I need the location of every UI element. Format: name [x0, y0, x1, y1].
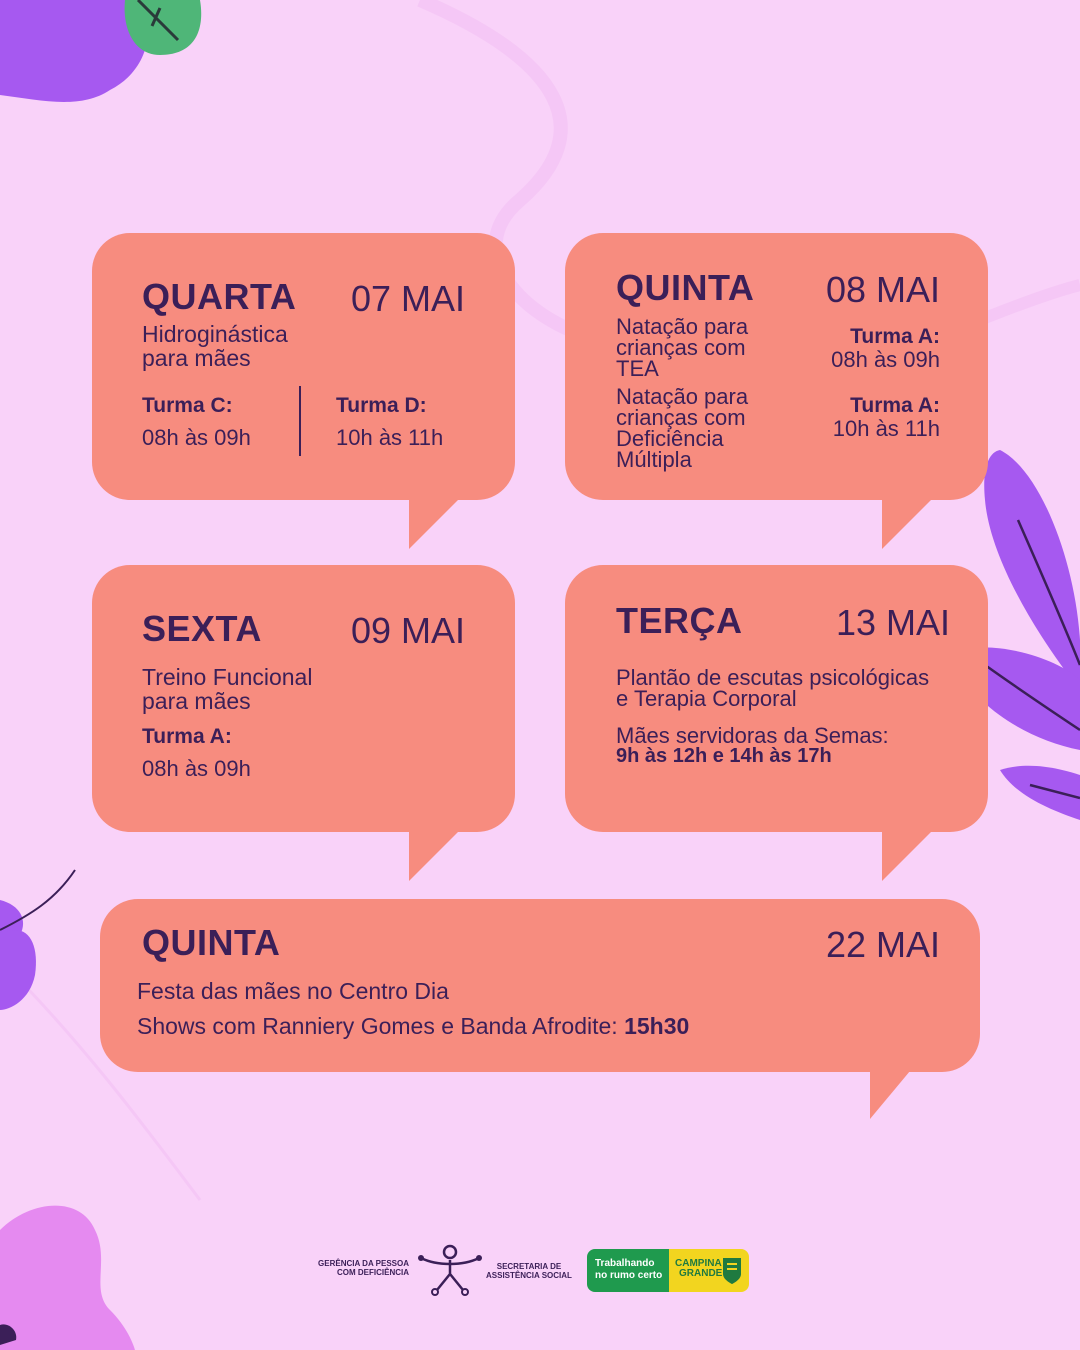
group-label: Turma A: — [850, 394, 940, 417]
activity-name: Treino Funcional para mães — [142, 664, 313, 714]
event-day: QUARTA — [142, 276, 297, 317]
event-card-terca — [565, 565, 988, 881]
city-crest-icon — [723, 1258, 741, 1284]
group-label: Turma C: — [142, 394, 233, 417]
activity-name: Plantão de escutas psicológicas e Terapia… — [616, 665, 930, 711]
leaf-icon — [958, 450, 1080, 820]
event-date: 07 MAI — [351, 278, 466, 319]
event-day: QUINTA — [616, 267, 755, 308]
leaf-icon — [124, 0, 202, 55]
event-card-quinta-22 — [100, 899, 980, 1119]
group-time: 10h às 11h — [832, 416, 940, 441]
audience-note: Mães servidoras da Semas: — [616, 723, 889, 748]
event-time: 9h às 12h e 14h às 17h — [616, 745, 832, 767]
event-day: QUINTA — [142, 922, 281, 963]
event-day: TERÇA — [616, 600, 743, 641]
event-card-quarta — [92, 233, 515, 549]
group-time: 10h às 11h — [336, 425, 444, 450]
gerencia-logo-text: GERÊNCIA DA PESSOA COM DEFICIÊNCIA — [318, 1259, 409, 1277]
event-date: 08 MAI — [826, 269, 941, 310]
flower-icon — [0, 0, 148, 102]
prefeitura-logo: Trabalhando no rumo certo CAMPINA GRANDE — [587, 1249, 749, 1292]
event-card-sexta — [92, 565, 515, 881]
group-label: Turma D: — [336, 394, 427, 417]
group-label: Turma A: — [142, 725, 232, 748]
group-time: 08h às 09h — [142, 425, 251, 450]
event-title: Festa das mães no Centro Dia — [137, 978, 449, 1004]
group-time: 08h às 09h — [142, 756, 251, 781]
divider — [299, 386, 301, 456]
group-label: Turma A: — [850, 325, 940, 348]
event-date: 22 MAI — [826, 924, 941, 965]
group-time: 08h às 09h — [831, 347, 940, 372]
event-card-quinta — [565, 233, 988, 549]
accessibility-logo-icon — [418, 1244, 482, 1296]
activity-name: Hidroginástica para mães — [142, 321, 288, 371]
slogan: Trabalhando no rumo certo — [587, 1249, 669, 1292]
leaf-icon — [0, 869, 76, 1010]
event-day: SEXTA — [142, 608, 262, 649]
activity-name: Natação para crianças com TEA — [616, 314, 749, 381]
activity-name: Natação para crianças com Deficiência Múlti… — [616, 384, 749, 472]
flower-icon — [0, 1205, 135, 1350]
event-date: 09 MAI — [351, 610, 466, 651]
event-details: Shows com Ranniery Gomes e Banda Afrodit… — [137, 1013, 690, 1039]
event-date: 13 MAI — [836, 602, 951, 643]
secretaria-logo-text: SECRETARIA DE ASSISTÊNCIA SOCIAL — [486, 1262, 572, 1280]
